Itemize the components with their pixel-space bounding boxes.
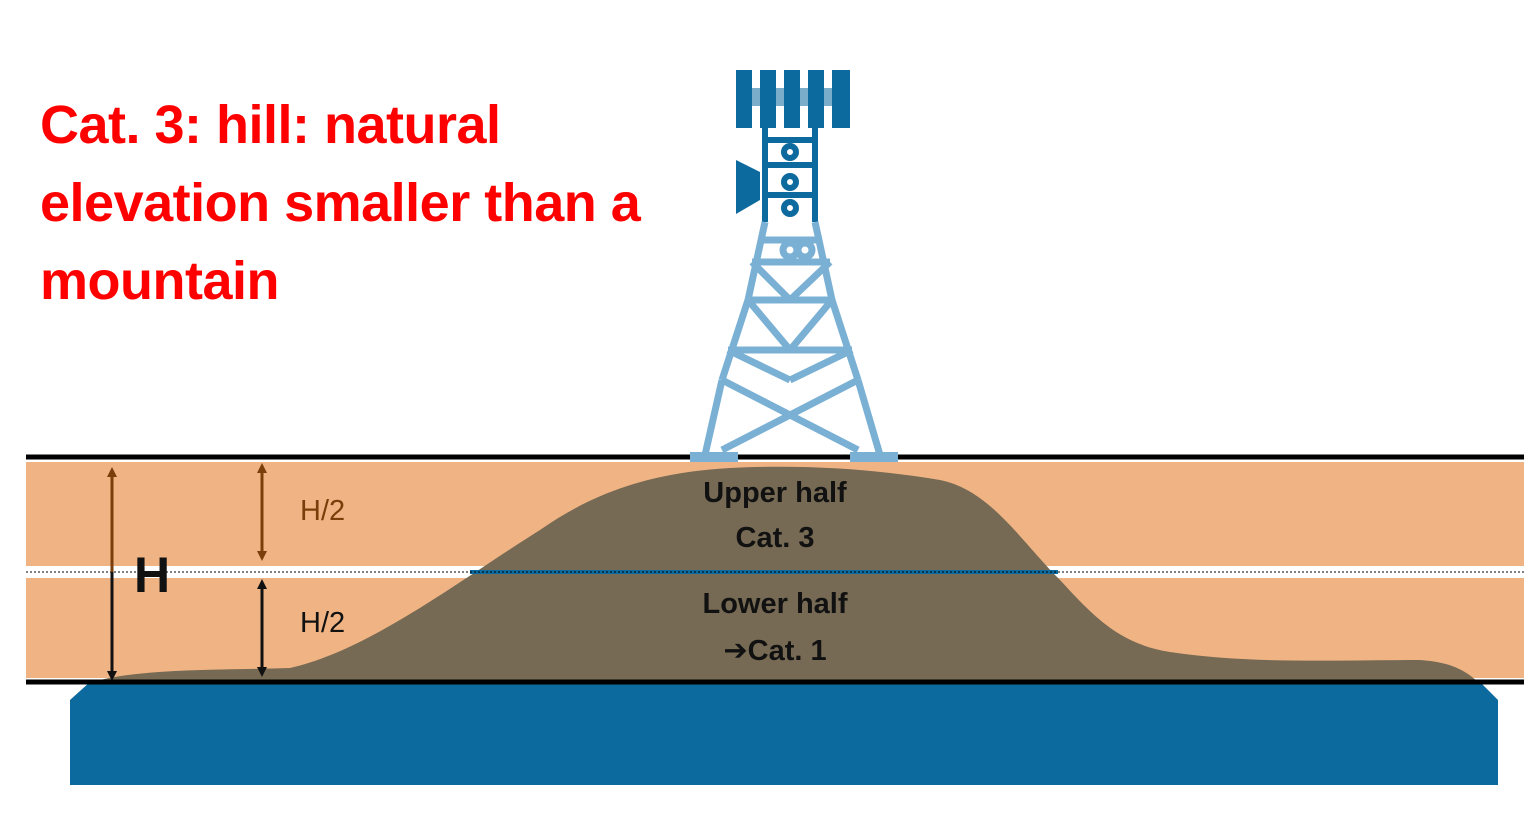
lower-half-label-line1: Lower half	[702, 588, 848, 620]
arrow-icon: ➔	[723, 635, 748, 667]
cell-tower-icon	[690, 70, 898, 462]
lower-half-label-line2: Cat. 1	[747, 635, 827, 667]
title-line-2: elevation smaller than a	[40, 173, 641, 233]
upper-half-label-line2: Cat. 3	[735, 522, 815, 554]
title-line-1: Cat. 3: hill: natural	[40, 95, 501, 155]
lower-half-label-line2-wrap: ➔Cat. 1	[645, 633, 905, 668]
base-ground	[70, 682, 1498, 785]
total-height-label: H	[134, 547, 171, 603]
lower-half-dim-label: H/2	[300, 607, 346, 639]
title-line-3: mountain	[40, 251, 279, 311]
hill-shape	[100, 466, 1478, 682]
slide-title: Cat. 3: hill: natural elevation smaller …	[40, 86, 740, 320]
upper-half-label-line1: Upper half	[703, 477, 847, 509]
upper-half-dim-label: H/2	[300, 495, 346, 527]
